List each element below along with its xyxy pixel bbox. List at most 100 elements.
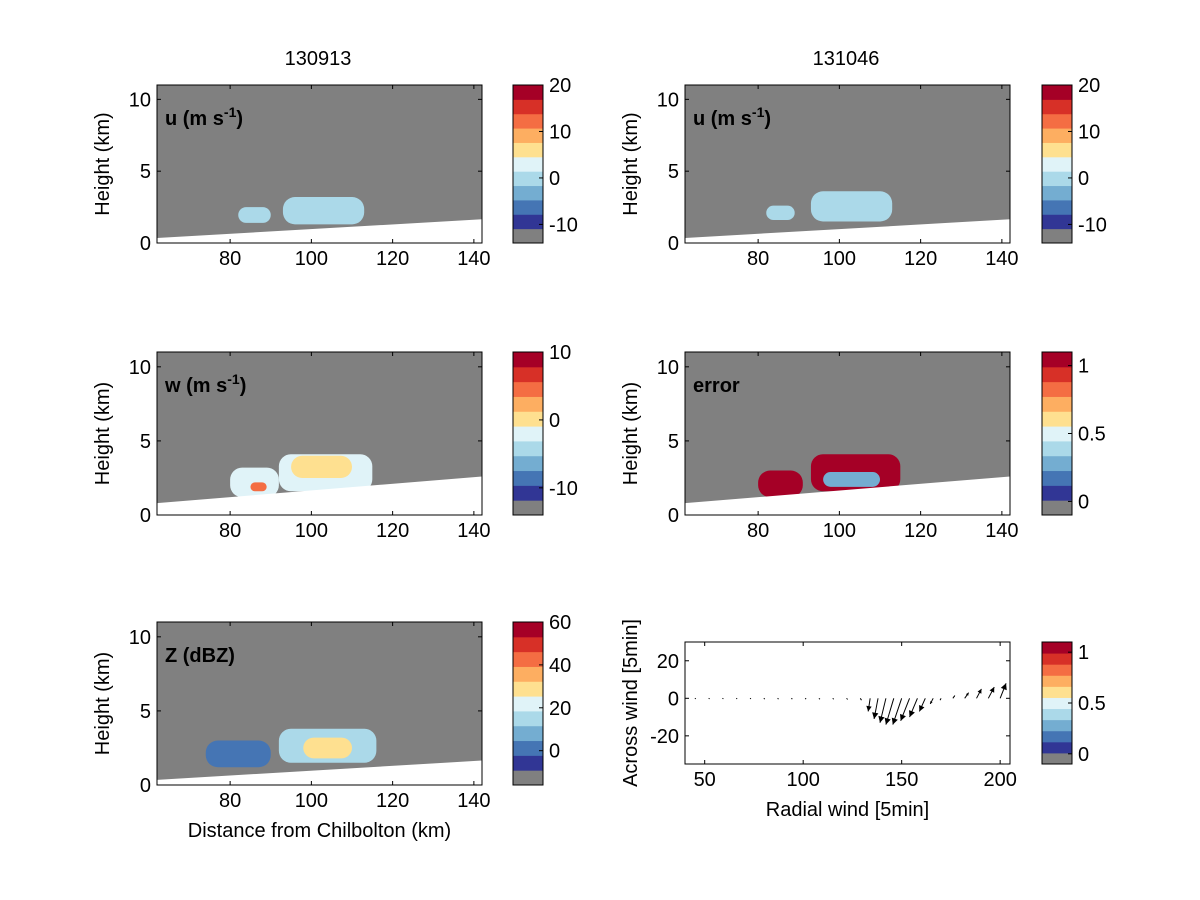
colorbar-tick-label-1: 40	[549, 655, 571, 677]
cloud-blob-2	[291, 455, 352, 478]
y-tick-label-1: 5	[668, 431, 679, 453]
panel-label: Z (dBZ)	[165, 645, 235, 667]
x-tick-label-1: 100	[295, 520, 328, 542]
colorbar-segment-1	[513, 755, 543, 771]
y-tick-label-1: 5	[140, 161, 151, 183]
cloud-blob-0	[230, 467, 279, 498]
cloud-blob-0	[238, 207, 271, 223]
y-tick-label-1: 5	[140, 701, 151, 723]
colorbar-segment-1	[513, 214, 543, 230]
x-tick-label-0: 80	[219, 248, 241, 270]
y-tick-label-2: 10	[657, 89, 679, 111]
colorbar-tick-label-1: 0.5	[1078, 693, 1106, 715]
colorbar-segment-8	[513, 381, 543, 397]
colorbar-tick-label-0: 60	[549, 612, 571, 634]
colorbar-tick-label-2: 0	[1078, 744, 1089, 766]
colorbar-segment-6	[513, 411, 543, 427]
y-tick-label-2: -20	[650, 726, 679, 748]
cloud-blob-0	[205, 740, 271, 768]
wind-arrowhead-20	[919, 704, 925, 712]
colorbar-segment-4	[513, 440, 543, 457]
x-tick-label-1: 100	[295, 790, 328, 812]
colorbar-segment-3	[1042, 719, 1072, 732]
colorbar-segment-5	[1042, 697, 1072, 710]
x-tick-label-1: 100	[823, 520, 856, 542]
colorbar-tick-label-0: 1	[1078, 356, 1089, 378]
y-tick-label-0: 0	[140, 775, 151, 797]
panel-label: u (m s-1)	[165, 104, 243, 130]
y-tick-label-0: 0	[140, 505, 151, 527]
wind-arrowhead-13	[866, 705, 872, 712]
ground-mask	[157, 760, 482, 785]
colorbar-segment-7	[1042, 675, 1072, 687]
wind-arrowhead-26	[989, 687, 995, 693]
x-tick-label-3: 140	[985, 520, 1018, 542]
colorbar-tick-label-2: 0	[1078, 168, 1089, 190]
x-tick-label-3: 140	[457, 790, 490, 812]
wind-arrowhead-27	[1000, 683, 1007, 691]
axes-frame	[684, 84, 1011, 244]
x-tick-label-0: 80	[219, 520, 241, 542]
x-tick-label-2: 120	[376, 790, 409, 812]
colorbar-segment-3	[1042, 185, 1072, 201]
y-tick-label-2: 10	[129, 89, 151, 111]
colorbar-segment-8	[513, 651, 543, 667]
colorbar-segment-6	[1042, 411, 1072, 427]
y-tick-label-2: 10	[129, 357, 151, 379]
colorbar-segment-0	[513, 228, 543, 244]
y-tick-label-1: 5	[140, 431, 151, 453]
x-tick-label-0: 80	[219, 790, 241, 812]
wind-vector-7	[791, 697, 793, 700]
colorbar-segment-2	[1042, 470, 1072, 486]
colorbar-segment-4	[1042, 708, 1072, 721]
wind-vector-10	[832, 697, 835, 700]
colorbar-segment-4	[1042, 440, 1072, 457]
colorbar-segment-0	[513, 500, 543, 516]
colorbar-tick-label-0: 20	[1078, 75, 1100, 97]
wind-arrowhead-21	[930, 701, 933, 704]
colorbar-segment-1	[1042, 741, 1072, 754]
wind-vector-11	[846, 697, 849, 700]
colorbar-tick-label-3: -10	[1078, 214, 1107, 236]
wind-vector-4	[749, 697, 752, 700]
colorbar-segment-7	[1042, 396, 1072, 412]
ground-mask	[157, 219, 482, 243]
colorbar-segment-4	[513, 710, 543, 727]
colorbar-segment-3	[513, 455, 543, 472]
colorbar-segment-5	[1042, 426, 1072, 442]
y-axis-label: Height (km)	[620, 382, 642, 485]
colorbar-segment-5	[513, 156, 543, 172]
colorbar-segment-7	[513, 128, 543, 143]
axes-frame	[156, 621, 483, 786]
colorbar-segment-6	[1042, 142, 1072, 158]
x-tick-label-3: 200	[983, 769, 1016, 791]
colorbar-segment-0	[1042, 500, 1072, 516]
colorbar-segment-9	[1042, 99, 1072, 115]
ground-mask	[157, 476, 482, 515]
x-tick-label-2: 120	[376, 248, 409, 270]
x-axis-label: Distance from Chilbolton (km)	[188, 820, 451, 842]
x-tick-label-0: 50	[694, 769, 716, 791]
x-tick-label-2: 120	[904, 520, 937, 542]
axes-frame	[156, 84, 483, 244]
colorbar-segment-9	[513, 366, 543, 383]
panel-label: error	[693, 375, 740, 397]
ground-mask	[685, 476, 1010, 515]
colorbar-segment-7	[513, 666, 543, 682]
y-tick-label-1: 0	[668, 688, 679, 710]
colorbar-segment-4	[1042, 171, 1072, 187]
colorbar-segment-10	[1042, 642, 1072, 654]
wind-arrowhead-18	[900, 713, 906, 721]
colorbar-segment-1	[1042, 485, 1072, 501]
x-tick-label-2: 150	[885, 769, 918, 791]
colorbar-segment-2	[513, 740, 543, 756]
x-tick-label-0: 80	[747, 248, 769, 270]
colorbar-segment-0	[513, 770, 543, 786]
colorbar-frame	[512, 351, 544, 516]
cloud-blob-0	[758, 470, 803, 498]
